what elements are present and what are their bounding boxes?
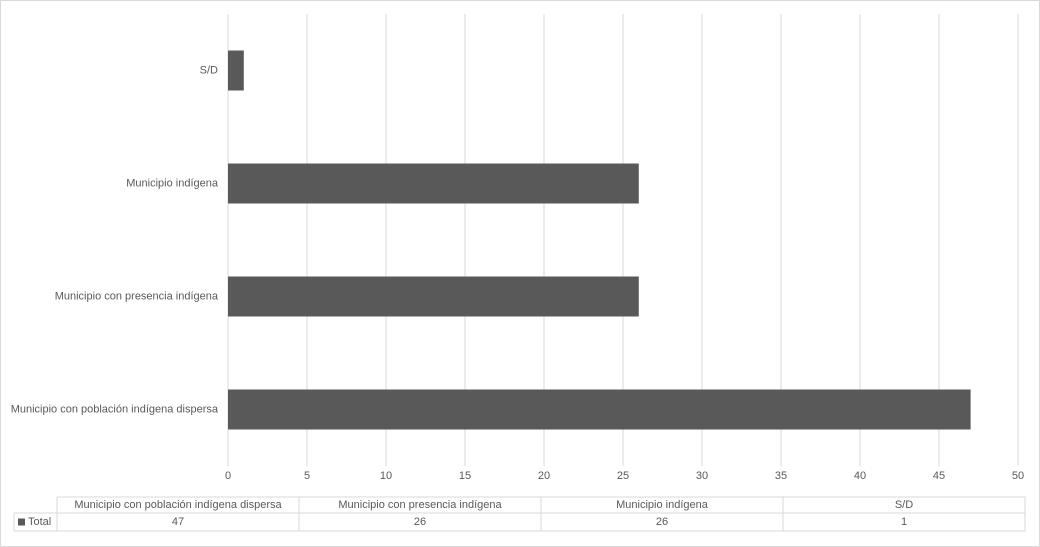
y-tick-label: Municipio con población indígena dispers…	[11, 403, 219, 415]
x-tick-label: 30	[696, 470, 708, 482]
bar	[228, 389, 971, 430]
legend-swatch	[18, 518, 25, 526]
table-header: S/D	[895, 499, 913, 511]
y-tick-label: Municipio indígena	[126, 177, 219, 189]
y-tick-label: Municipio con presencia indígena	[55, 290, 219, 302]
table-value: 26	[656, 516, 668, 528]
table-value: 47	[172, 516, 184, 528]
x-tick-label: 0	[225, 470, 231, 482]
x-tick-label: 10	[380, 470, 392, 482]
legend-label: Total	[28, 516, 51, 528]
x-tick-label: 15	[459, 470, 471, 482]
bar	[228, 276, 639, 317]
bar	[228, 163, 639, 204]
x-tick-label: 5	[304, 470, 310, 482]
x-tick-label: 40	[854, 470, 866, 482]
x-tick-label: 35	[775, 470, 787, 482]
y-tick-label: S/D	[200, 64, 218, 76]
x-tick-label: 20	[538, 470, 550, 482]
x-tick-label: 45	[933, 470, 945, 482]
table-value: 26	[414, 516, 426, 528]
table-header: Municipio con presencia indígena	[338, 499, 502, 511]
table-value: 1	[901, 516, 907, 528]
x-tick-label: 50	[1012, 470, 1024, 482]
bar	[228, 50, 244, 91]
x-tick-label: 25	[617, 470, 629, 482]
table-header: Municipio indígena	[616, 499, 709, 511]
table-header: Municipio con población indígena dispers…	[74, 499, 282, 511]
